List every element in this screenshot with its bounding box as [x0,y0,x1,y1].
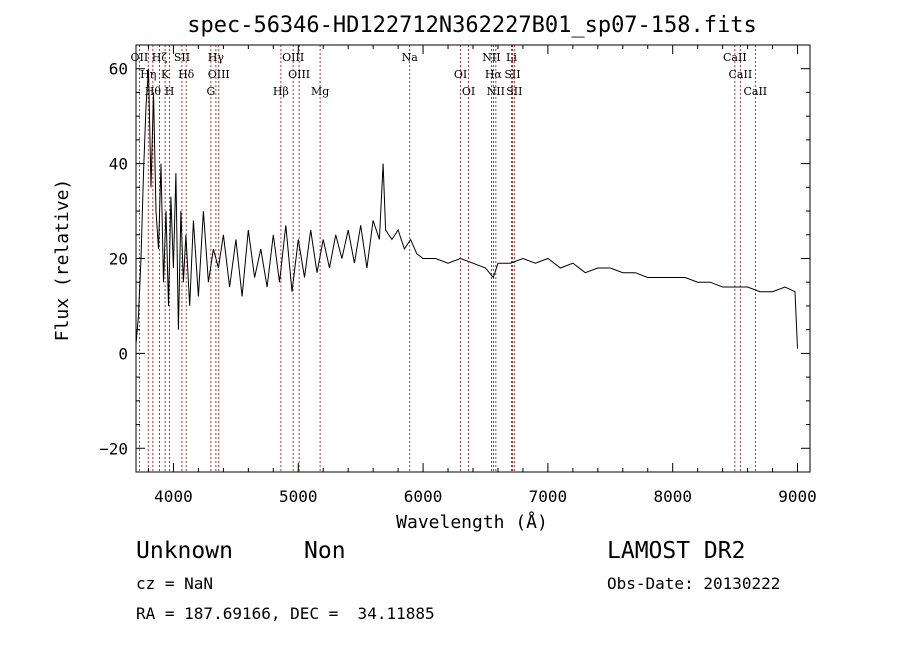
line-marker-label: SII [504,68,520,81]
line-marker-label: SII [506,85,522,98]
line-marker-label: OIII [208,68,230,81]
line-marker-label: Li [506,51,517,64]
x-axis-label: Wavelength (Å) [396,511,548,533]
y-tick-label: 0 [118,344,128,363]
line-marker-label: Mg [311,85,329,98]
spectral-line-markers [138,45,756,472]
line-marker-label: Hζ [152,51,168,64]
line-marker-label: Hγ [208,51,225,64]
x-axis-ticks: 4000 5000 6000 7000 8000 9000 [147,45,817,506]
coordinates-text: RA = 187.69166, DEC = 34.11885 [136,604,435,623]
y-tick-label: 60 [109,60,128,79]
y-tick-label: 20 [109,250,128,269]
y-tick-label: −20 [99,439,128,458]
line-marker-label: K [161,68,170,81]
line-marker-label: Hδ [178,68,195,81]
line-marker-label: CaII [743,85,767,98]
line-marker-label: OI [462,85,475,98]
spectral-line-labels: OIIHηHθHζKHSIIHδGHγOIIIHβOIIIOIIIMgNaOIO… [131,51,768,98]
line-marker-label: CaII [729,68,753,81]
line-marker-label: SII [174,51,190,64]
x-tick-label: 5000 [279,487,318,506]
line-marker-label: OIII [288,68,310,81]
line-marker-label: OII [131,51,149,64]
x-tick-label: 8000 [653,487,692,506]
x-tick-label: 7000 [529,487,568,506]
y-axis-label: Flux (relative) [52,179,73,342]
object-class: Unknown [136,538,233,564]
y-tick-label: 40 [109,155,128,174]
line-marker-label: NII [482,51,500,64]
line-marker-label: Hα [485,68,503,81]
plot-frame [135,44,811,473]
line-marker-label: CaII [723,51,747,64]
survey-name: LAMOST DR2 [607,538,746,564]
y-axis-ticks: −20 0 20 40 60 [99,44,810,473]
line-marker-label: OIII [282,51,304,64]
object-subclass: Non [304,538,346,564]
line-marker-label: Na [402,51,419,64]
x-tick-label: 6000 [404,487,443,506]
redshift-text: cz = NaN [136,574,214,593]
obs-date-text: Obs-Date: 20130222 [607,574,781,593]
x-tick-label: 9000 [778,487,817,506]
line-marker-label: NII [487,85,505,98]
x-tick-label: 4000 [154,487,193,506]
spectrum-line [135,68,798,349]
line-marker-label: Hβ [273,85,289,98]
chart-title: spec-56346-HD122712N362227B01_sp07-158.f… [187,13,757,38]
line-marker-label: OI [454,68,467,81]
line-marker-label: G [206,85,215,98]
line-marker-label: H [165,85,175,98]
